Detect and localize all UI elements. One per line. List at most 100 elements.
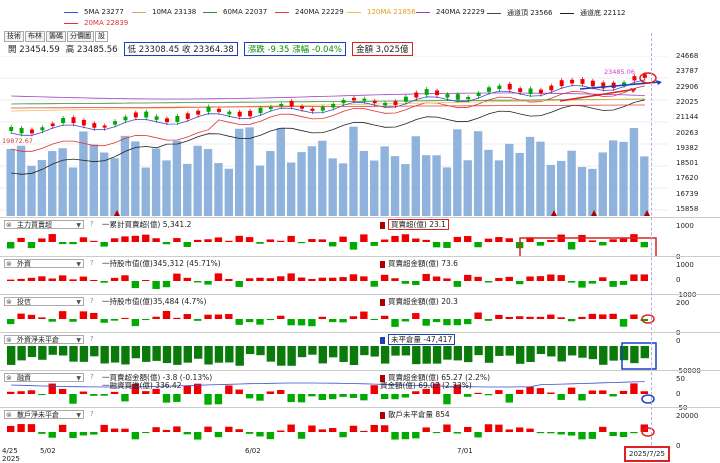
close-icon[interactable]: ⊗ [6,374,12,382]
tab-chips[interactable]: 籌碼 [46,31,66,42]
candle-body [445,94,450,98]
pane-bar [412,281,420,286]
pane-bar [599,314,607,319]
pane-bar [214,237,223,242]
pane-bar [162,281,171,288]
pane-bar [131,346,141,359]
help-icon[interactable]: ? [90,335,94,343]
candle-body [559,80,564,87]
pane-bar [599,277,607,281]
pane-bar [79,237,88,242]
pane-bar [245,237,254,242]
pane-bar [69,432,77,439]
pane-bar [484,424,493,432]
pane-bar [256,432,264,437]
candle-body [642,74,647,78]
candle-body [403,96,408,102]
price-tick: 23787 [676,67,699,76]
close-icon[interactable]: ⊗ [6,221,12,229]
pane-bar [401,319,410,322]
pane-bar [69,242,77,245]
volume-bar [151,148,161,216]
volume-bar [79,131,88,216]
pane-bar [162,429,171,432]
price-chart[interactable]: 23485.06 19872.67 24668 23787 22906 22025 21… [0,52,720,216]
pane-bar [287,424,295,432]
pane-bar [422,273,430,281]
volume-bar [349,126,358,216]
pane-bar [339,432,347,438]
pane-bar [464,236,472,242]
candle-body [258,107,263,114]
pane-bar [640,346,649,359]
pane-bar [339,236,347,242]
indicator-pane: ⊗ 主力買賣超 ▼ ? 一累計買賣超(億) 5,341.2 買賣超(億) 23.1 100… [0,217,720,261]
pane-bar [287,319,295,326]
pane-bar [142,432,150,434]
close-icon[interactable]: ⊗ [6,336,12,344]
indicator-select[interactable]: ⊗ 投信 ▼ [4,297,84,306]
pane-bar [38,317,46,319]
candle-body [196,110,201,115]
help-icon[interactable]: ? [90,259,94,267]
pane-bar [578,394,586,401]
tab-technical[interactable]: 技術 [4,31,24,42]
pane-bar [79,391,88,394]
pane-bar [90,279,98,281]
indicator-marker [380,374,385,382]
indicator-select[interactable]: ⊗ 主力買賣超 ▼ [4,220,84,229]
volume-bar [401,164,410,216]
pane-bar [505,276,513,281]
pane-bar [7,279,15,281]
volume-bar [27,165,36,216]
indicator-select[interactable]: ⊗ 外資 ▼ [4,259,84,268]
candle-body [81,119,86,126]
pane-bar [578,432,586,440]
change-box: 漲跌 -9.35 漲幅 -0.04% [243,42,346,56]
close-icon[interactable]: ⊗ [6,260,12,268]
tab-bollinger[interactable]: 布林 [25,31,45,42]
date-0602: 6/02 [245,447,261,455]
pane-bar [100,281,108,283]
candle-body [29,129,34,134]
volume-bar [640,156,649,216]
pane-bar [526,316,534,319]
indicator-select-label: 融資 [17,374,31,382]
help-icon[interactable]: ? [90,373,94,381]
tab-price-distribution[interactable]: 分價圖 [67,31,94,42]
pane-bar [277,276,285,281]
pane-bar [484,281,493,283]
pane-bar [401,394,410,398]
pane-bar [370,424,378,432]
pane-bar [474,432,482,438]
help-icon[interactable]: ? [90,297,94,305]
pane-bar [193,383,202,394]
pane-bar [536,432,545,434]
indicator-select[interactable]: ⊗ 外資淨未平倉 ▼ [4,335,84,344]
close-icon[interactable]: ⊗ [6,298,12,306]
indicator-value: 買賣超金額(億) 73.6 [388,259,458,268]
pane-bar [69,319,77,322]
indicator-select[interactable]: ⊗ 融資 ▼ [4,373,84,382]
pane-bar [110,238,119,242]
indicator-select[interactable]: ⊗ 散戶淨未平倉 ▼ [4,410,84,419]
pane-bar [79,432,88,436]
volume-bar [37,160,47,216]
pane-bar [142,279,150,281]
pane-bar [588,281,597,284]
date-start: 4/25 [2,447,18,455]
pane-axis-tick: 0 [676,442,681,450]
pane-bar [214,394,223,405]
pane-bar [48,234,56,242]
open-value: 開 23454.59 [8,45,60,55]
pane-bar [349,242,358,250]
pane-bar [90,312,98,319]
pane-bar [391,346,400,356]
tab-settings[interactable]: 設 [95,31,108,42]
pane-bar [110,346,120,363]
help-icon[interactable]: ? [90,220,94,228]
volume-bar [598,152,607,216]
close-icon[interactable]: ⊗ [6,411,12,419]
pane-bar [526,237,534,242]
help-icon[interactable]: ? [90,410,94,418]
